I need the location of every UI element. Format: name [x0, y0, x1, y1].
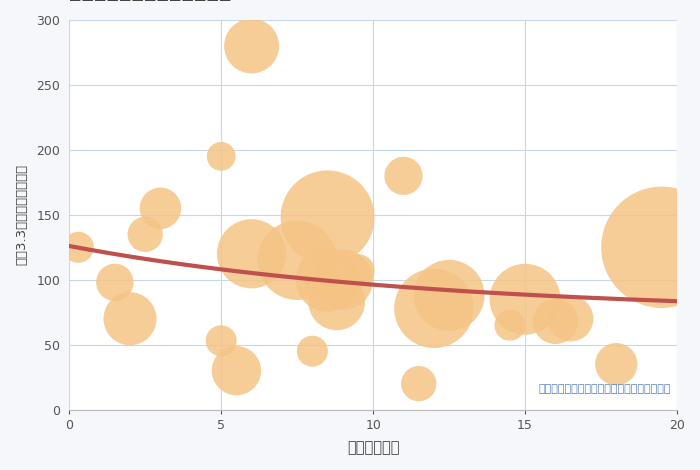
Point	[331, 298, 342, 306]
Text: 円の大きさは、取引のあった物件面積を示す: 円の大きさは、取引のあった物件面積を示す	[538, 384, 671, 394]
Point	[610, 360, 622, 368]
Text: 福岡県うきは市吉井町宮田の: 福岡県うきは市吉井町宮田の	[69, 0, 232, 1]
Point	[550, 318, 561, 325]
Point	[337, 276, 349, 283]
Point	[398, 172, 409, 180]
Point	[216, 153, 227, 160]
Point	[657, 243, 668, 251]
Point	[125, 315, 136, 322]
Point	[231, 367, 242, 375]
Point	[428, 305, 440, 312]
Point	[444, 291, 455, 299]
Point	[292, 257, 303, 264]
Point	[109, 279, 120, 286]
Point	[73, 243, 84, 251]
Y-axis label: 坪（3.3㎡）単価（万円）: 坪（3.3㎡）単価（万円）	[15, 164, 28, 266]
Point	[519, 296, 531, 303]
Point	[216, 337, 227, 345]
Point	[565, 315, 576, 322]
Point	[246, 250, 257, 258]
Point	[504, 321, 515, 329]
Point	[246, 42, 257, 50]
X-axis label: 駅距離（分）: 駅距離（分）	[347, 440, 400, 455]
Point	[413, 380, 424, 387]
Point	[322, 214, 333, 221]
Point	[322, 276, 333, 283]
Point	[155, 204, 166, 212]
Point	[352, 267, 363, 274]
Point	[307, 347, 318, 355]
Point	[139, 231, 150, 238]
